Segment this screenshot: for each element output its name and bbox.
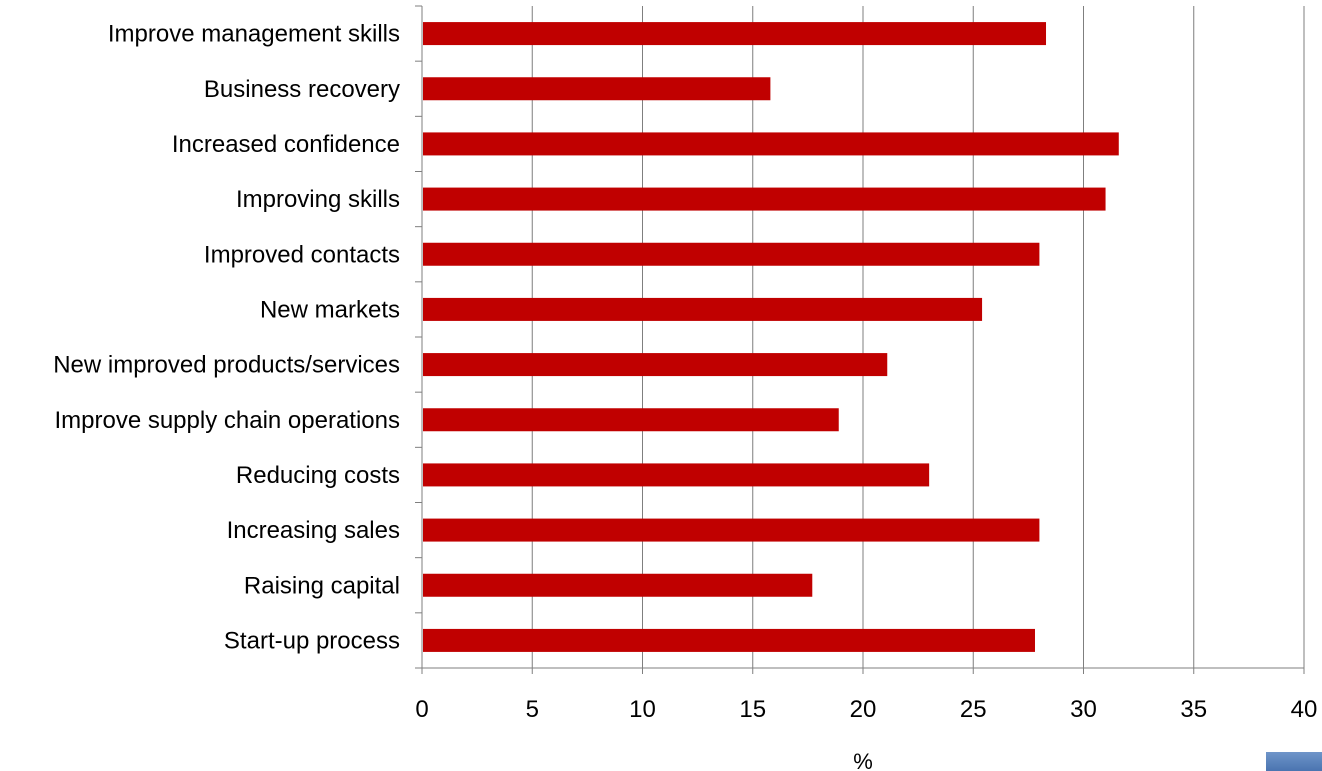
category-label: Raising capital — [244, 572, 400, 599]
x-axis-title: % — [853, 749, 873, 771]
bar-5 — [423, 242, 1040, 266]
category-label: Increased confidence — [172, 131, 400, 158]
bar-11 — [423, 573, 813, 597]
bar-2 — [423, 77, 771, 101]
bar-1 — [423, 22, 1047, 46]
category-label: Improving skills — [236, 186, 400, 213]
x-tick-label: 40 — [1291, 696, 1318, 723]
gridlines — [531, 6, 1305, 668]
category-label: Start-up process — [224, 627, 400, 654]
bar-6 — [423, 297, 983, 321]
category-label: Improve supply chain operations — [54, 407, 400, 434]
bar-4 — [423, 187, 1106, 211]
bar-9 — [423, 463, 930, 487]
x-tick-label: 25 — [960, 696, 987, 723]
corner-swatch — [1266, 752, 1322, 771]
bar-3 — [423, 132, 1119, 156]
bar-10 — [423, 518, 1040, 542]
x-tick-label: 35 — [1180, 696, 1207, 723]
category-label: New improved products/services — [53, 352, 400, 379]
axes — [415, 5, 1305, 674]
x-tick-label: 30 — [1070, 696, 1097, 723]
bar-7 — [423, 353, 888, 377]
x-tick-label: 15 — [739, 696, 766, 723]
category-label: Increasing sales — [227, 517, 400, 544]
category-label: Reducing costs — [236, 462, 400, 489]
bars — [423, 22, 1119, 652]
category-label: Improve management skills — [108, 21, 400, 48]
x-tick-label: 20 — [850, 696, 877, 723]
bar-8 — [423, 408, 839, 432]
category-label: New markets — [260, 296, 400, 323]
bar-12 — [423, 628, 1035, 652]
category-label: Business recovery — [204, 76, 400, 103]
category-label: Improved contacts — [204, 241, 400, 268]
x-tick-labels: 0 5 10 15 20 25 30 35 40 — [415, 696, 1317, 723]
category-labels: Improve management skills Business recove… — [53, 21, 400, 655]
x-tick-label: 5 — [526, 696, 539, 723]
x-tick-label: 0 — [415, 696, 428, 723]
x-tick-label: 10 — [629, 696, 656, 723]
